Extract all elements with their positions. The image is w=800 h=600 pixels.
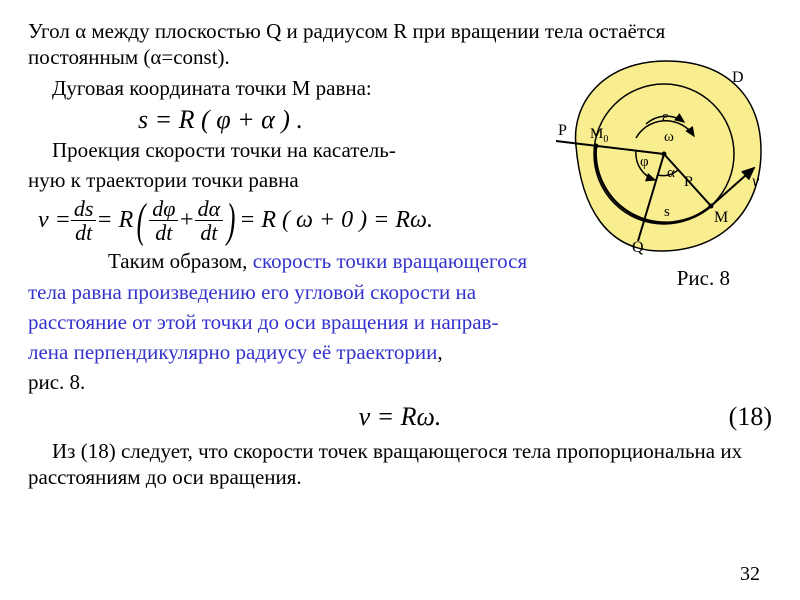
label-s: s: [664, 204, 670, 220]
text-blue: скорость точки вращающегося: [253, 249, 527, 273]
paragraph-arc-coord: Дуговая координата точки M равна:: [28, 75, 528, 101]
text: Из (18) следует, что скорости точек вращ…: [28, 439, 742, 489]
eq-mid: = R: [96, 207, 133, 234]
paragraph-projection-b: ную к траектории точки равна: [28, 167, 528, 193]
text: рис. 8.: [28, 370, 85, 394]
fraction-dalphadt: dα dt: [195, 197, 224, 244]
figure-rotation-diagram: P D Q M0 M R s φ α ω ε v: [536, 46, 776, 266]
numerator: dφ: [149, 197, 178, 221]
text-comma: ,: [437, 340, 442, 364]
equation-number: (18): [729, 402, 772, 432]
equation-3: v = Rω. (18): [28, 402, 772, 432]
eq-plus: +: [178, 207, 194, 234]
numerator: ds: [71, 197, 97, 221]
fraction-dsdt: ds dt: [71, 197, 97, 244]
label-p: P: [558, 122, 567, 139]
text: тела равна произведению его угловой скор…: [28, 280, 476, 304]
page-number: 32: [740, 563, 760, 586]
right-paren-icon: ): [227, 202, 236, 240]
paragraph-projection-a: Проекция скорости точки на касатель-: [28, 137, 528, 163]
label-v: v: [752, 173, 760, 190]
equation-2: v = ds dt = R ( dφ dt + dα dt ) = R ( ω …: [38, 197, 528, 244]
text: Проекция скорости точки на касатель-: [52, 138, 396, 162]
paragraph-conclusion-4: лена перпендикулярно радиусу её траектор…: [28, 339, 548, 365]
text: расстояние от этой точки до оси вращения…: [28, 310, 498, 334]
figure-caption: Рис. 8: [677, 266, 730, 291]
diagram-svg: P D Q M0 M R s φ α ω ε v: [536, 46, 776, 266]
text: ную к траектории точки равна: [28, 168, 299, 192]
text-black: Таким образом,: [108, 249, 253, 273]
label-m: M: [714, 209, 728, 226]
eq-text: v = Rω.: [359, 402, 442, 431]
denominator: dt: [71, 221, 97, 244]
label-r: R: [684, 174, 694, 190]
label-phi: φ: [640, 154, 649, 170]
denominator: dt: [149, 221, 178, 244]
paragraph-figref: рис. 8.: [28, 369, 772, 395]
eq-tail: = R ( ω + 0 ) = Rω.: [239, 207, 433, 234]
text-blue: лена перпендикулярно радиусу её траектор…: [28, 340, 437, 364]
left-paren-icon: (: [137, 202, 146, 240]
equation-1: s = R ( φ + α ) .: [138, 105, 528, 135]
eq-text: s = R ( φ + α ) .: [138, 105, 303, 134]
fraction-dphidt: dφ dt: [149, 197, 178, 244]
label-q: Q: [632, 239, 644, 256]
paragraph-final: Из (18) следует, что скорости точек вращ…: [28, 438, 748, 491]
eq-lead: v =: [38, 207, 71, 234]
label-d: D: [732, 69, 744, 86]
label-alpha: α: [667, 165, 675, 181]
numerator: dα: [195, 197, 224, 221]
label-eps: ε: [662, 109, 668, 125]
paragraph-conclusion-1: Таким образом, скорость точки вращающего…: [28, 248, 548, 274]
text: Дуговая координата точки M равна:: [52, 76, 372, 100]
paragraph-conclusion-3: расстояние от этой точки до оси вращения…: [28, 309, 548, 335]
label-omega: ω: [664, 129, 674, 145]
denominator: dt: [195, 221, 224, 244]
paragraph-conclusion-2: тела равна произведению его угловой скор…: [28, 279, 548, 305]
